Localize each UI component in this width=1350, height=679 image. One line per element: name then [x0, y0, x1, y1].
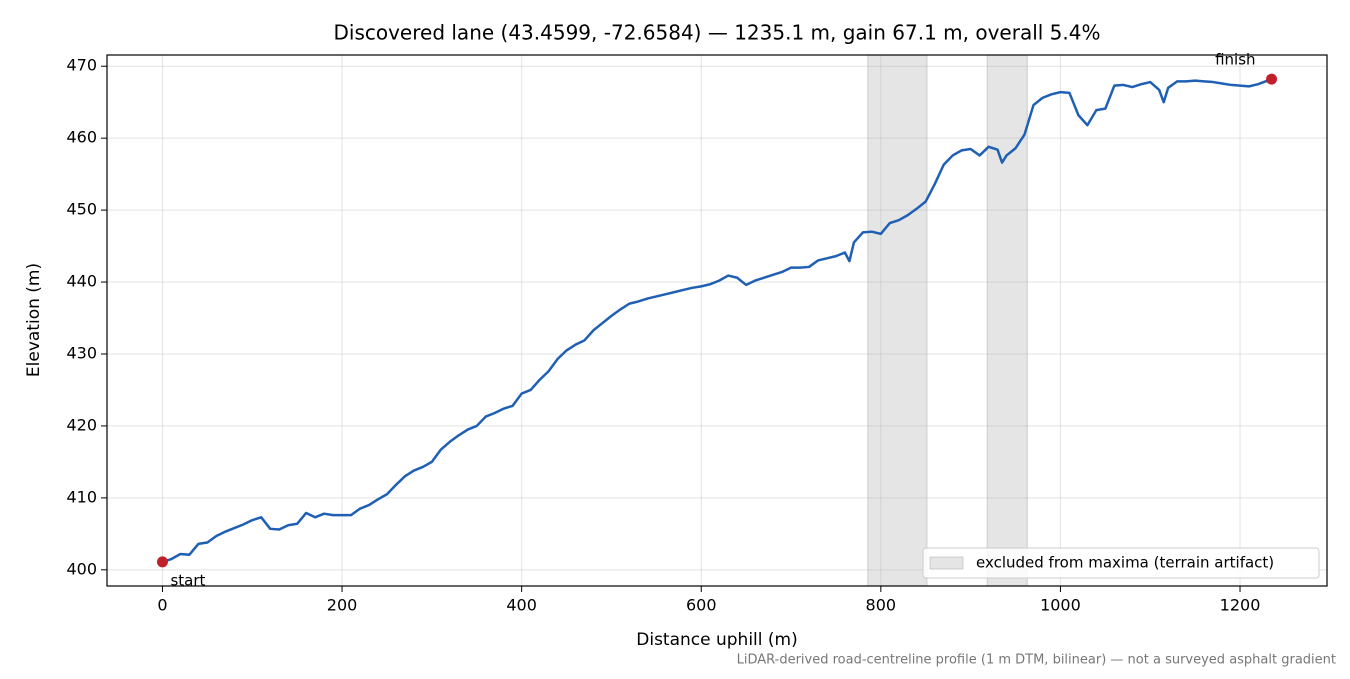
y-tick-label: 460 — [66, 128, 97, 147]
x-tick-label: 200 — [327, 596, 358, 615]
finish-marker — [1266, 73, 1278, 85]
chart-title: Discovered lane (43.4599, -72.6584) — 12… — [333, 21, 1100, 45]
start-marker — [156, 556, 168, 568]
excluded-span — [986, 54, 1028, 587]
footnote: LiDAR-derived road-centreline profile (1… — [737, 653, 1336, 668]
y-axis-label: Elevation (m) — [24, 263, 44, 377]
y-tick-label: 420 — [66, 415, 97, 434]
y-tick-label: 430 — [66, 343, 97, 362]
elevation-line — [162, 77, 1272, 564]
legend-label: excluded from maxima (terrain artifact) — [976, 554, 1274, 572]
y-tick-label: 410 — [66, 487, 97, 506]
y-tick-label: 440 — [66, 272, 97, 291]
x-tick-label: 1000 — [1040, 596, 1081, 615]
x-tick-label: 1200 — [1220, 596, 1261, 615]
y-tick-label: 400 — [66, 559, 97, 578]
excluded-span — [867, 54, 928, 587]
start-label: start — [170, 571, 205, 589]
x-tick-label: 800 — [866, 596, 897, 615]
x-tick-label: 400 — [506, 596, 537, 615]
y-tick-label: 450 — [66, 200, 97, 219]
x-tick-label: 0 — [157, 596, 167, 615]
legend-swatch — [929, 556, 964, 570]
finish-label: finish — [1215, 51, 1255, 69]
plot-frame — [106, 54, 1328, 587]
x-tick-label: 600 — [686, 596, 717, 615]
y-tick-label: 470 — [66, 56, 97, 75]
legend-box — [922, 547, 1320, 579]
x-axis-label: Distance uphill (m) — [636, 630, 797, 650]
